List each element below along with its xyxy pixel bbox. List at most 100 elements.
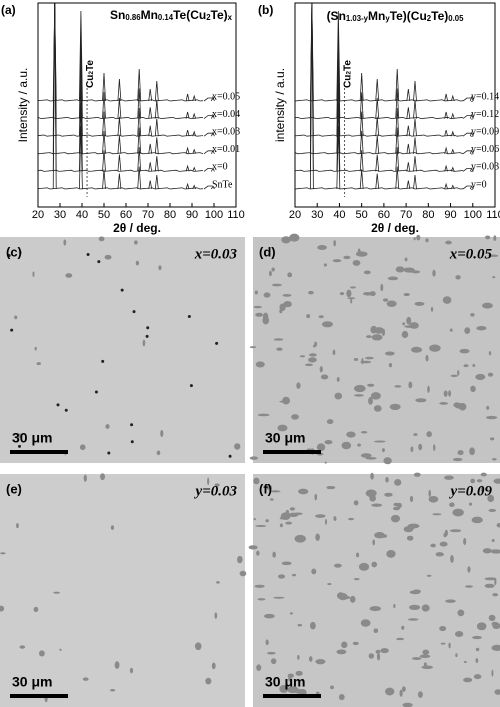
phase-spot (354, 384, 366, 393)
phase-spot (352, 641, 359, 646)
phase-spot (463, 660, 467, 664)
trace-end (203, 150, 212, 155)
phase-spot (390, 514, 401, 523)
phase-spot (426, 431, 432, 438)
phase-spot (370, 392, 381, 400)
phase-spot (257, 598, 266, 601)
phase-spot (452, 457, 463, 462)
scale-bar (10, 694, 68, 698)
phase-spot (194, 642, 202, 651)
panel-label: (f) (259, 481, 272, 496)
phase-spot (373, 440, 386, 443)
phase-spot (332, 349, 336, 356)
plot-frame (37, 2, 237, 208)
phase-spot (454, 403, 464, 409)
x-tick-label: 20 (289, 209, 301, 221)
phase-spot (333, 239, 336, 247)
phase-spot (324, 518, 328, 525)
phase-spot (480, 472, 487, 477)
phase-spot (363, 270, 371, 275)
phase-spot (389, 403, 401, 411)
phase-spot (491, 644, 500, 651)
phase-spot (265, 639, 269, 646)
phase-spot (492, 593, 499, 597)
phase-spot (452, 508, 464, 517)
phase-spot (394, 478, 402, 486)
phase-spot (439, 541, 448, 547)
subscript: 2 (89, 71, 96, 75)
scale-bar (263, 694, 321, 698)
phase-spot (315, 514, 326, 518)
phase-spot (287, 272, 293, 278)
phase-spot (97, 260, 101, 264)
phase-spot (146, 326, 150, 330)
phase-spot (425, 354, 429, 362)
plot-frame (294, 2, 496, 208)
phase-spot (317, 245, 327, 250)
phase-spot (380, 647, 389, 654)
phase-spot (382, 298, 389, 302)
phase-spot (485, 235, 491, 240)
phase-spot (332, 259, 342, 263)
trace-label: y=0 (471, 179, 487, 190)
subscripted-text: (Sn1.03-yMnyTe)(Cu2Te)0.05 (327, 9, 465, 23)
phase-spot (402, 702, 413, 707)
phase-spot (248, 545, 258, 550)
micrograph (0, 474, 245, 707)
phase-spot (440, 642, 446, 645)
phase-spot (380, 534, 388, 538)
phase-spot (336, 377, 340, 382)
phase-spot (411, 657, 422, 660)
phase-spot (207, 477, 210, 486)
phase-spot (385, 351, 395, 356)
phase-spot (385, 476, 389, 483)
text-part: Te (342, 60, 353, 71)
xrd-trace (294, 6, 474, 190)
phase-spot (494, 689, 500, 695)
phase-spot (459, 348, 470, 354)
x-tick-label: 80 (164, 209, 176, 221)
phase-spot (396, 637, 405, 641)
phase-spot (285, 509, 289, 515)
phase-spot (234, 443, 241, 450)
phase-spot (321, 321, 333, 328)
phase-spot (36, 362, 41, 366)
subscript: 0.05 (448, 14, 464, 23)
phase-spot (324, 461, 327, 464)
text-part: Te) (431, 9, 448, 23)
phase-spot (485, 415, 498, 420)
phase-spot (475, 658, 479, 663)
phase-spot (214, 483, 220, 487)
trace-end (203, 168, 212, 172)
phase-spot (289, 233, 300, 242)
trace-end (462, 185, 471, 190)
phase-spot (368, 396, 373, 405)
trace-end (462, 132, 471, 137)
text-part: Te(Cu (173, 8, 206, 22)
trace-end (462, 150, 471, 155)
phase-spot (291, 573, 297, 577)
phase-spot (280, 512, 291, 520)
phase-spot (187, 314, 191, 318)
phase-spot (473, 674, 482, 680)
phase-spot (83, 474, 87, 482)
trace-end (203, 97, 212, 102)
phase-spot (476, 479, 483, 483)
phase-spot (107, 451, 111, 455)
phase-spot (142, 339, 146, 347)
composition-label: y=0.09 (449, 483, 493, 499)
x-tick-label: 50 (356, 209, 368, 221)
phase-spot (487, 372, 494, 377)
phase-spot (215, 341, 219, 345)
phase-spot (432, 513, 442, 516)
phase-spot (417, 691, 423, 698)
phase-spot (457, 369, 460, 376)
phase-spot (472, 635, 482, 640)
phase-spot (346, 289, 352, 298)
phase-spot (298, 488, 309, 495)
phase-spot (448, 390, 452, 397)
phase-spot (255, 524, 267, 528)
subscripted-text: Cu2Te (342, 60, 353, 88)
phase-spot (482, 548, 492, 554)
phase-spot (264, 613, 275, 619)
